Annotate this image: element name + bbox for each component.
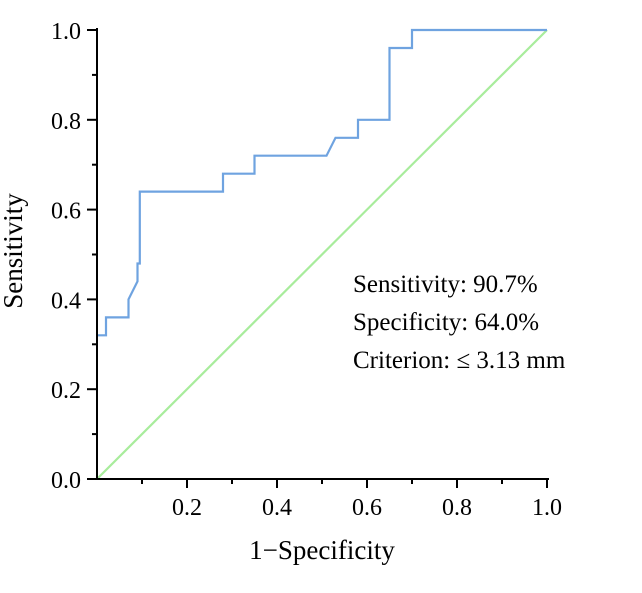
y-tick-label: 0.8 — [51, 109, 81, 135]
axes-layer — [87, 28, 549, 488]
x-tick-label: 0.4 — [262, 495, 292, 521]
y-tick-label: 0.2 — [51, 378, 81, 404]
y-tick-label: 0.4 — [51, 288, 81, 314]
reference-line — [96, 29, 548, 480]
x-tick-label: 0.6 — [352, 495, 382, 521]
y-tick-label: 1.0 — [51, 19, 81, 45]
y-tick-label: 0.6 — [51, 199, 81, 225]
y-tick-label: 0.0 — [51, 468, 81, 494]
x-tick-label: 1.0 — [532, 495, 562, 521]
series-layer — [96, 28, 548, 480]
x-tick-label: 0.2 — [172, 495, 202, 521]
annotation-sensitivity: Sensitivity: 90.7% — [353, 271, 538, 298]
x-tick-label: 0.8 — [442, 495, 472, 521]
annotation-specificity: Specificity: 64.0% — [353, 309, 539, 336]
roc-curve — [97, 28, 547, 337]
y-axis-title: Sensitivity — [0, 193, 28, 309]
x-axis-title: 1−Specificity — [249, 535, 395, 565]
tick-labels: 0.0 0.2 0.4 0.6 0.8 1.0 0.2 0.4 0.6 0.8 1.0 — [51, 19, 562, 521]
annotation-criterion: Criterion: ≤ 3.13 mm — [353, 347, 566, 374]
